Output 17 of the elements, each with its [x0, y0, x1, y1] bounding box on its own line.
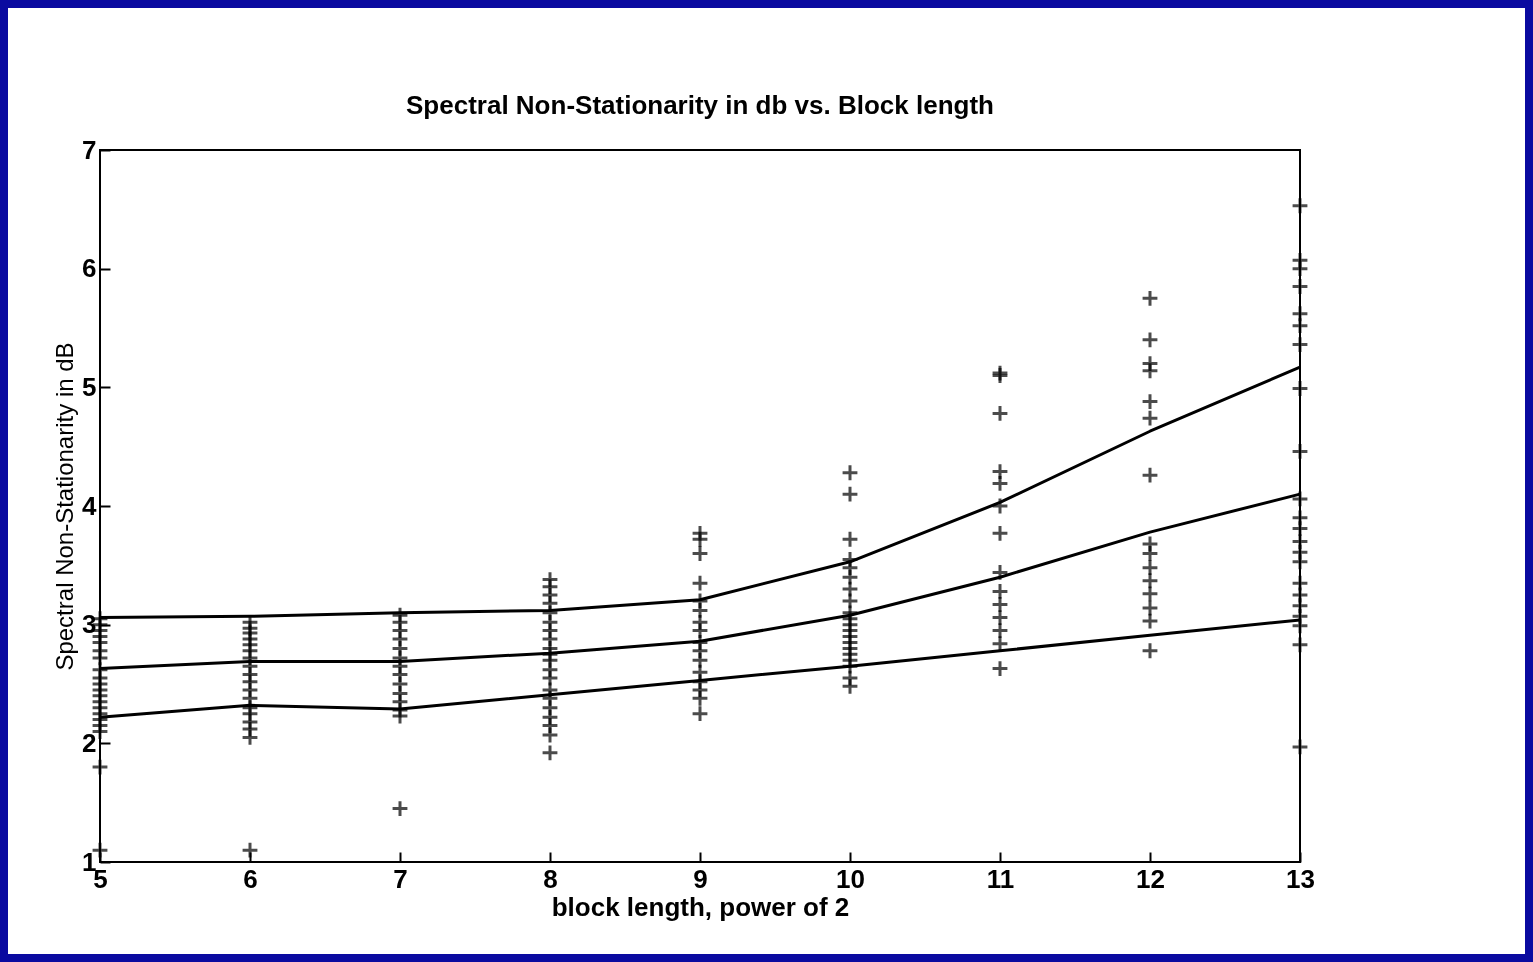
chart-title: Spectral Non-Stationarity in db vs. Block length [406, 90, 994, 120]
y-tick-label: 3 [82, 609, 97, 640]
x-tick-label: 12 [1136, 863, 1165, 894]
x-tick-label: 9 [693, 863, 708, 894]
y-tick-label: 2 [82, 727, 97, 758]
x-tick-label: 11 [986, 863, 1015, 894]
y-tick-label: 6 [82, 253, 97, 284]
x-axis-title: block length, power of 2 [551, 891, 850, 922]
y-tick-label: 7 [82, 134, 97, 165]
x-tick-label: 8 [543, 863, 558, 894]
y-tick-label: 4 [82, 490, 98, 521]
y-tick-label: 5 [82, 371, 97, 402]
x-tick-label: 10 [836, 863, 865, 894]
x-tick-label: 6 [243, 863, 258, 894]
y-axis-title: Spectral Non-Stationarity in dB [51, 342, 79, 671]
x-tick-label: 7 [393, 863, 408, 894]
x-tick-label: 13 [1286, 863, 1315, 894]
